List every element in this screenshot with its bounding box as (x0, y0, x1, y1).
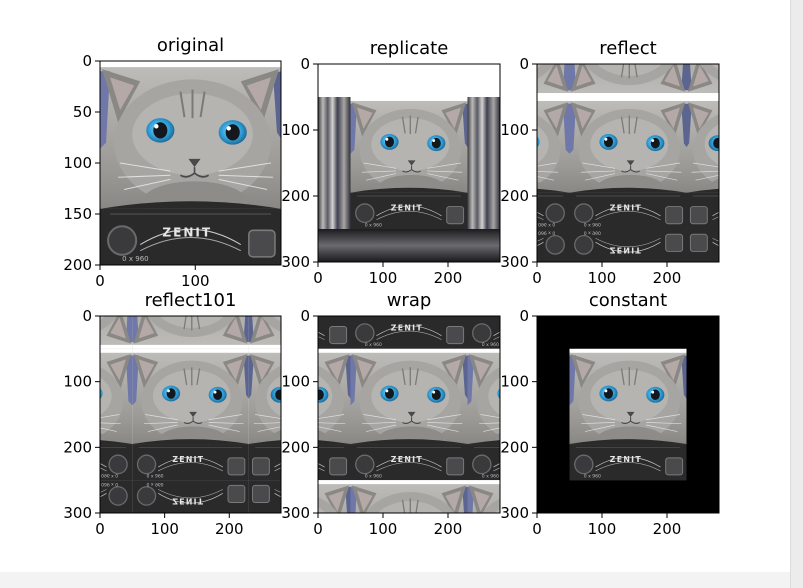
cat-image (568, 348, 688, 481)
x-tick-label: 200 (653, 269, 682, 287)
y-tick-label: 100 (500, 121, 529, 139)
reflected-tile (685, 96, 719, 230)
y-tick-label: 300 (500, 253, 529, 271)
reflected-tile (100, 479, 133, 513)
y-tick-label: 100 (281, 373, 310, 391)
subplot-title: replicate (370, 38, 449, 59)
y-tick-label: 200 (500, 187, 529, 205)
y-tick-label: 100 (63, 373, 92, 391)
y-tick-label: 200 (500, 438, 529, 456)
y-tick-label: 0 (519, 307, 529, 325)
subplot-reflect: reflect 0 100 200 0 100 200 300 (500, 38, 720, 287)
axes-frame (317, 315, 501, 514)
y-tick-label: 0 (519, 55, 529, 73)
x-tick-label: 100 (369, 520, 398, 538)
y-tick-label: 0 (82, 52, 92, 70)
x-tick-label: 100 (181, 272, 210, 290)
axes-frame (536, 63, 720, 263)
subplot-title: original (157, 35, 224, 56)
y-tick-label: 200 (281, 187, 310, 205)
y-tick-label: 300 (63, 504, 92, 522)
subplot-replicate: replicate 0 100 200 0 100 200 300 (281, 38, 501, 287)
subplot-original: original 0 100 0 50 100 150 200 (63, 35, 282, 290)
x-tick-label: 0 (313, 269, 323, 287)
x-tick-label: 100 (150, 520, 179, 538)
subplot-title: constant (589, 290, 667, 311)
image-area (537, 316, 719, 513)
axes-frame (317, 63, 501, 263)
vertical-scrollbar[interactable] (790, 0, 803, 588)
image-area (537, 64, 719, 262)
image-area (318, 64, 500, 262)
y-tick-label: 200 (281, 438, 310, 456)
reflected-tile (131, 348, 250, 481)
x-tick-label: 100 (588, 269, 617, 287)
y-tick-label: 300 (281, 253, 310, 271)
reflected-tile (568, 96, 688, 230)
x-tick-label: 0 (95, 272, 105, 290)
subplot-title: reflect (599, 38, 656, 59)
y-tick-label: 0 (300, 55, 310, 73)
y-tick-label: 100 (63, 154, 92, 172)
image-area (318, 316, 500, 513)
y-tick-label: 200 (63, 256, 92, 274)
y-tick-label: 100 (281, 121, 310, 139)
x-tick-label: 200 (215, 520, 244, 538)
axes-frame (99, 315, 282, 514)
replicate-left-edge (318, 97, 351, 229)
wrapped-tile (349, 348, 469, 481)
y-tick-label: 200 (63, 438, 92, 456)
x-tick-label: 0 (532, 520, 542, 538)
subplot-title: wrap (387, 290, 432, 311)
image-area (100, 316, 281, 513)
replicate-bottom-edge (318, 229, 500, 262)
replicate-top-edge (318, 64, 500, 97)
y-tick-label: 150 (63, 205, 92, 223)
reflected-tile (685, 64, 719, 98)
subplot-wrap: wrap 0 100 200 0 100 200 300 (281, 290, 501, 538)
y-tick-label: 50 (73, 103, 92, 121)
x-tick-label: 100 (369, 269, 398, 287)
axes-frame (536, 315, 720, 514)
x-tick-label: 200 (653, 520, 682, 538)
x-tick-label: 200 (434, 269, 463, 287)
x-tick-label: 100 (588, 520, 617, 538)
cat-image (100, 61, 281, 265)
y-tick-label: 100 (500, 373, 529, 391)
y-tick-label: 0 (82, 307, 92, 325)
x-tick-label: 200 (434, 520, 463, 538)
y-tick-label: 0 (300, 307, 310, 325)
x-tick-label: 0 (313, 520, 323, 538)
x-tick-label: 0 (532, 269, 542, 287)
y-tick-label: 300 (500, 504, 529, 522)
x-tick-label: 0 (95, 520, 105, 538)
subplot-title: reflect101 (145, 290, 237, 311)
subplot-reflect101: reflect101 0 100 200 0 100 200 300 (63, 290, 282, 538)
subplot-constant: constant 0 100 200 0 100 200 300 (500, 290, 720, 538)
y-tick-label: 300 (281, 504, 310, 522)
image-area (100, 61, 281, 265)
replicate-right-edge (467, 97, 500, 229)
cat-image (349, 96, 469, 230)
reflected-tile (100, 348, 133, 481)
figure: ZENIT 0 x 960 original 0 100 0 50 100 150 200 re… (0, 0, 790, 572)
